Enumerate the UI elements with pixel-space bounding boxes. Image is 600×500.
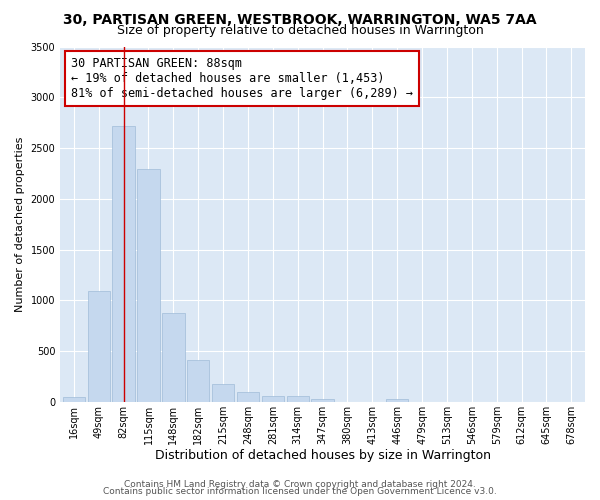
Bar	[386, 398, 409, 402]
Bar	[137, 170, 160, 402]
Bar	[62, 397, 85, 402]
Bar	[112, 126, 135, 402]
Bar	[88, 291, 110, 402]
Y-axis label: Number of detached properties: Number of detached properties	[15, 136, 25, 312]
Bar	[187, 360, 209, 402]
Text: Contains public sector information licensed under the Open Government Licence v3: Contains public sector information licen…	[103, 487, 497, 496]
Text: Contains HM Land Registry data © Crown copyright and database right 2024.: Contains HM Land Registry data © Crown c…	[124, 480, 476, 489]
Bar	[237, 392, 259, 402]
Bar	[287, 396, 309, 402]
Bar	[162, 314, 185, 402]
Text: 30, PARTISAN GREEN, WESTBROOK, WARRINGTON, WA5 7AA: 30, PARTISAN GREEN, WESTBROOK, WARRINGTO…	[63, 12, 537, 26]
Text: 30 PARTISAN GREEN: 88sqm
← 19% of detached houses are smaller (1,453)
81% of sem: 30 PARTISAN GREEN: 88sqm ← 19% of detach…	[71, 57, 413, 100]
Text: Size of property relative to detached houses in Warrington: Size of property relative to detached ho…	[116, 24, 484, 37]
Bar	[262, 396, 284, 402]
Bar	[311, 398, 334, 402]
X-axis label: Distribution of detached houses by size in Warrington: Distribution of detached houses by size …	[155, 450, 491, 462]
Bar	[212, 384, 234, 402]
